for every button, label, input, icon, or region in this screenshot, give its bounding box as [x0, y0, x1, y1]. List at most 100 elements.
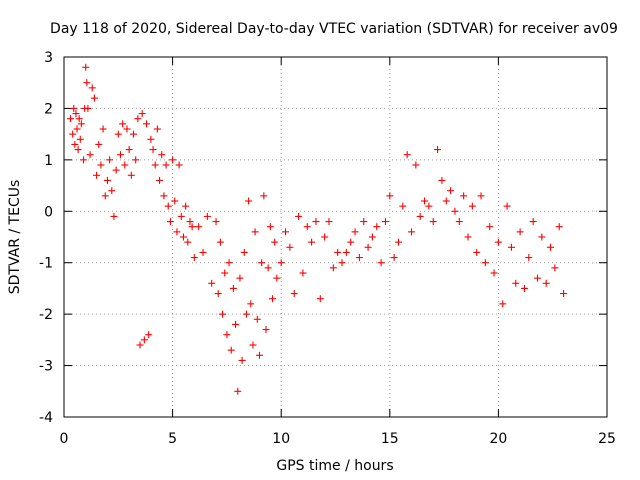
data-point	[381, 218, 389, 226]
data-point	[147, 135, 155, 143]
data-point	[533, 274, 541, 282]
data-point	[130, 130, 138, 138]
data-point	[551, 264, 559, 272]
data-point	[342, 248, 350, 256]
data-point	[499, 300, 507, 308]
data-point	[229, 284, 237, 292]
data-point	[264, 264, 272, 272]
data-point	[123, 125, 131, 133]
chart-title: Day 118 of 2020, Sidereal Day-to-day VTE…	[50, 21, 618, 37]
data-point	[77, 120, 85, 128]
data-point	[460, 192, 468, 200]
data-point	[119, 120, 127, 128]
data-point	[269, 295, 277, 303]
data-point	[312, 218, 320, 226]
data-point	[153, 125, 161, 133]
data-point	[106, 156, 114, 164]
data-point	[403, 151, 411, 159]
data-point	[560, 290, 568, 298]
data-point	[299, 269, 307, 277]
data-point	[184, 238, 192, 246]
data-point	[316, 295, 324, 303]
data-point	[308, 238, 316, 246]
data-point	[329, 264, 337, 272]
data-point	[190, 254, 198, 262]
data-point	[223, 331, 231, 339]
data-point	[236, 274, 244, 282]
plot-frame	[63, 56, 608, 418]
data-point	[360, 218, 368, 226]
data-point	[90, 94, 98, 102]
data-point	[67, 115, 75, 123]
data-point	[156, 176, 164, 184]
data-point	[101, 192, 109, 200]
data-point	[321, 233, 329, 241]
data-point	[221, 269, 229, 277]
data-point	[249, 341, 257, 349]
data-point	[103, 176, 111, 184]
data-point	[160, 192, 168, 200]
data-point	[138, 110, 146, 118]
data-point	[72, 110, 80, 118]
data-point	[529, 218, 537, 226]
data-point	[325, 218, 333, 226]
x-tick-label: 0	[60, 431, 69, 447]
data-point	[464, 233, 472, 241]
data-point	[99, 125, 107, 133]
data-point	[186, 218, 194, 226]
data-point	[295, 212, 303, 220]
data-point	[84, 104, 92, 112]
data-point	[429, 218, 437, 226]
data-point	[227, 346, 235, 354]
data-point	[86, 151, 94, 159]
data-point	[542, 279, 550, 287]
data-point	[351, 228, 359, 236]
data-point	[481, 259, 489, 267]
data-point	[149, 146, 157, 154]
data-point	[286, 243, 294, 251]
data-point	[212, 218, 220, 226]
data-point	[110, 212, 118, 220]
y-tick-label: -2	[39, 307, 53, 323]
data-point	[70, 104, 78, 112]
data-point	[368, 233, 376, 241]
data-point	[547, 243, 555, 251]
data-point	[277, 259, 285, 267]
data-point	[273, 274, 281, 282]
data-point	[203, 212, 211, 220]
data-point	[69, 130, 77, 138]
data-point	[177, 212, 185, 220]
data-point	[199, 248, 207, 256]
data-point	[262, 326, 270, 334]
data-point	[88, 84, 96, 92]
data-point	[214, 290, 222, 298]
y-tick-label: 2	[44, 101, 53, 117]
data-point	[377, 259, 385, 267]
data-point	[216, 238, 224, 246]
x-tick-label: 25	[598, 431, 616, 447]
data-point	[175, 161, 183, 169]
data-point	[447, 187, 455, 195]
data-point	[225, 259, 233, 267]
data-point	[338, 259, 346, 267]
data-point	[162, 161, 170, 169]
x-tick-label: 5	[168, 431, 177, 447]
data-point	[303, 223, 311, 231]
x-tick-label: 20	[489, 431, 507, 447]
data-point	[82, 63, 90, 71]
data-point	[416, 212, 424, 220]
data-point	[390, 254, 398, 262]
data-point	[394, 238, 402, 246]
data-point	[74, 146, 82, 154]
data-point	[132, 156, 140, 164]
data-point	[234, 387, 242, 395]
data-point	[179, 233, 187, 241]
data-point	[258, 259, 266, 267]
data-point	[71, 140, 79, 148]
data-point	[195, 223, 203, 231]
data-point	[134, 115, 142, 123]
data-point	[512, 279, 520, 287]
data-point	[355, 254, 363, 262]
data-point	[127, 171, 135, 179]
